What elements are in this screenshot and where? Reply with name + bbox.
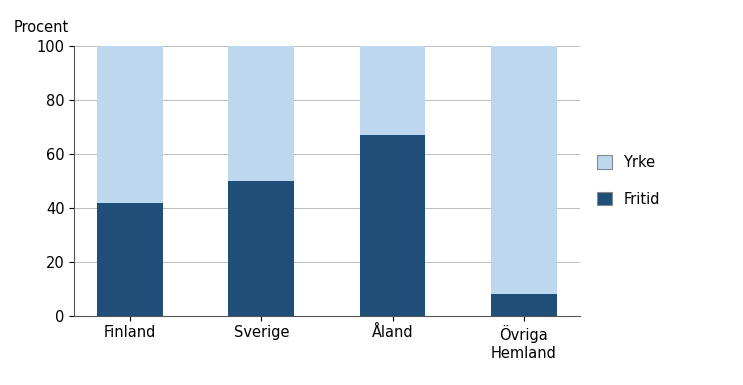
Bar — [360, 46, 425, 135]
Bar — [229, 181, 294, 316]
Bar — [229, 46, 294, 181]
Bar — [97, 46, 163, 203]
Bar — [491, 46, 557, 294]
Bar — [97, 203, 163, 316]
Legend: Yrke, Fritid: Yrke, Fritid — [597, 155, 660, 207]
Text: Procent: Procent — [13, 20, 69, 35]
Bar — [360, 135, 425, 316]
Bar — [491, 294, 557, 316]
